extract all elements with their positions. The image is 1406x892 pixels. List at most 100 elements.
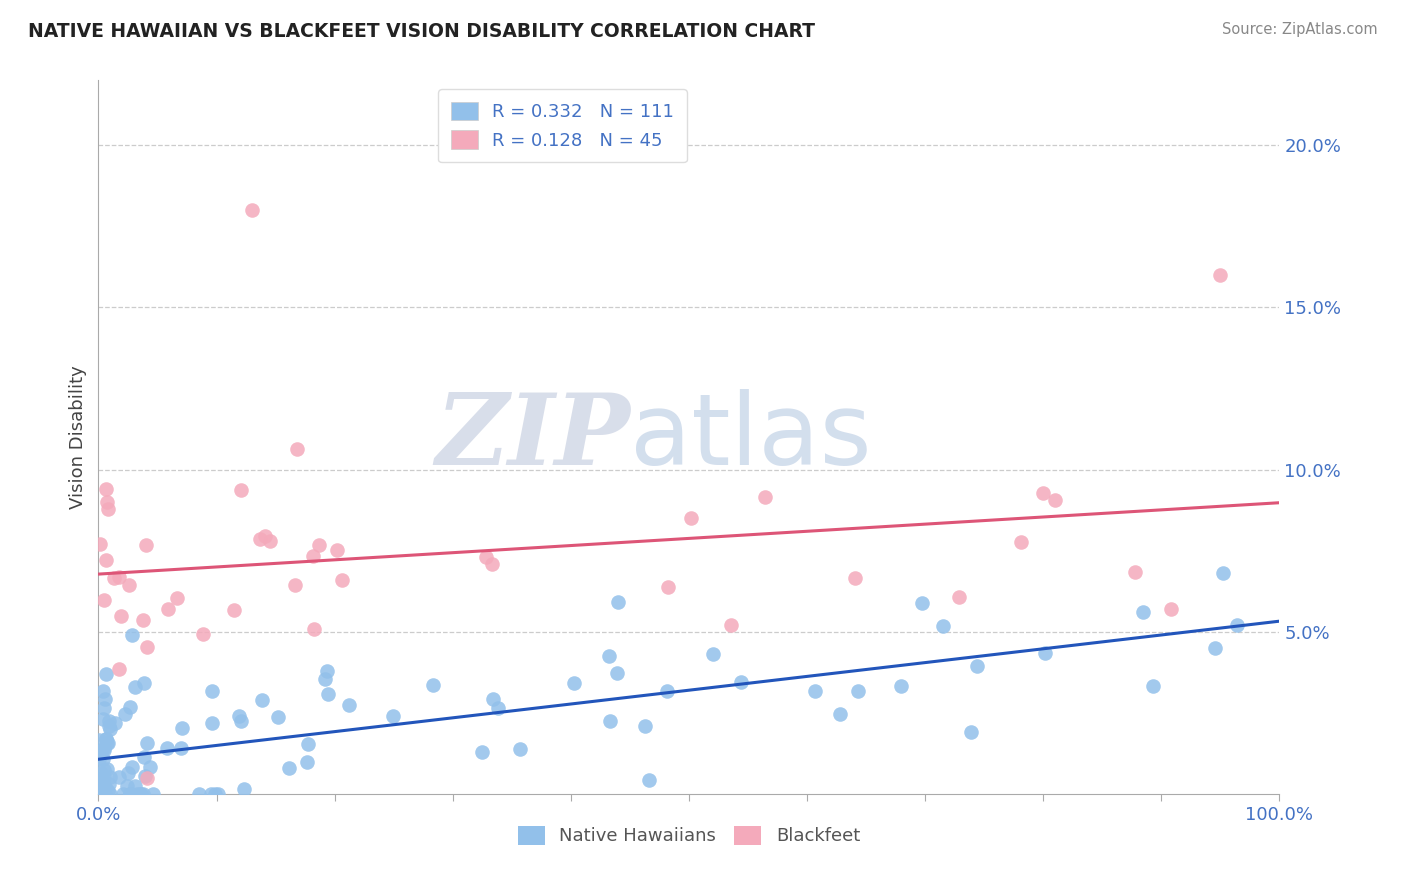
- Point: [207, 787, 229, 801]
- Text: NATIVE HAWAIIAN VS BLACKFEET VISION DISABILITY CORRELATION CHART: NATIVE HAWAIIAN VS BLACKFEET VISION DISA…: [28, 22, 815, 41]
- Point: [94, 731, 117, 746]
- Point: [118, 699, 141, 714]
- Point: [720, 618, 742, 632]
- Point: [702, 647, 724, 661]
- Point: [90, 766, 112, 780]
- Point: [98, 787, 121, 801]
- Point: [224, 603, 246, 617]
- Point: [117, 766, 139, 780]
- Point: [267, 710, 290, 724]
- Point: [599, 714, 621, 728]
- Point: [93, 780, 115, 794]
- Point: [679, 511, 702, 525]
- Point: [231, 714, 253, 729]
- Point: [1032, 485, 1054, 500]
- Text: Source: ZipAtlas.com: Source: ZipAtlas.com: [1222, 22, 1378, 37]
- Point: [120, 787, 142, 801]
- Point: [94, 482, 117, 496]
- Point: [730, 675, 752, 690]
- Point: [98, 722, 121, 736]
- Point: [134, 769, 156, 783]
- Point: [1033, 646, 1056, 660]
- Point: [90, 787, 112, 801]
- Text: atlas: atlas: [630, 389, 872, 485]
- Point: [129, 787, 152, 801]
- Point: [657, 684, 679, 698]
- Point: [337, 698, 360, 712]
- Point: [139, 760, 162, 774]
- Point: [170, 721, 193, 735]
- Point: [120, 787, 142, 801]
- Point: [1160, 601, 1182, 615]
- Point: [844, 571, 866, 585]
- Point: [89, 775, 111, 789]
- Point: [118, 787, 141, 801]
- Point: [1204, 640, 1226, 655]
- Point: [634, 719, 657, 733]
- Point: [93, 770, 115, 784]
- Point: [132, 749, 155, 764]
- Point: [132, 787, 155, 801]
- Point: [97, 736, 120, 750]
- Point: [98, 719, 121, 733]
- Point: [1142, 680, 1164, 694]
- Point: [134, 675, 156, 690]
- Point: [93, 787, 115, 801]
- Point: [482, 692, 505, 706]
- Point: [308, 538, 330, 552]
- Point: [948, 590, 970, 604]
- Point: [657, 580, 679, 594]
- Point: [302, 549, 325, 563]
- Point: [166, 591, 188, 606]
- Point: [136, 640, 159, 655]
- Point: [124, 681, 146, 695]
- Point: [200, 787, 222, 801]
- Point: [638, 772, 661, 787]
- Point: [104, 715, 127, 730]
- Point: [121, 760, 143, 774]
- Point: [330, 573, 353, 587]
- Point: [1132, 605, 1154, 619]
- Point: [87, 732, 110, 747]
- Point: [108, 570, 131, 584]
- Point: [121, 628, 143, 642]
- Legend: Native Hawaiians, Blackfeet: Native Hawaiians, Blackfeet: [510, 819, 868, 853]
- Point: [188, 787, 211, 801]
- Point: [96, 736, 118, 750]
- Point: [1010, 534, 1032, 549]
- Point: [110, 609, 132, 624]
- Point: [277, 761, 299, 775]
- Point: [96, 494, 118, 508]
- Point: [127, 787, 149, 801]
- Point: [326, 542, 349, 557]
- Point: [91, 752, 114, 766]
- Point: [118, 578, 141, 592]
- Point: [108, 662, 131, 676]
- Point: [1123, 566, 1146, 580]
- Point: [96, 553, 118, 567]
- Point: [932, 618, 955, 632]
- Point: [129, 787, 152, 801]
- Point: [474, 549, 496, 564]
- Point: [1212, 566, 1234, 580]
- Point: [598, 649, 620, 664]
- Point: [259, 533, 281, 548]
- Point: [112, 787, 135, 801]
- Point: [318, 687, 340, 701]
- Point: [91, 712, 114, 726]
- Point: [253, 529, 276, 543]
- Point: [960, 725, 983, 739]
- Point: [252, 693, 274, 707]
- Point: [89, 751, 111, 765]
- Point: [754, 490, 776, 504]
- Point: [97, 501, 120, 516]
- Point: [830, 707, 852, 722]
- Point: [103, 570, 125, 584]
- Point: [114, 706, 136, 721]
- Point: [132, 613, 155, 627]
- Point: [606, 665, 628, 680]
- Point: [96, 731, 118, 746]
- Point: [890, 679, 912, 693]
- Point: [142, 787, 165, 801]
- Point: [562, 676, 585, 690]
